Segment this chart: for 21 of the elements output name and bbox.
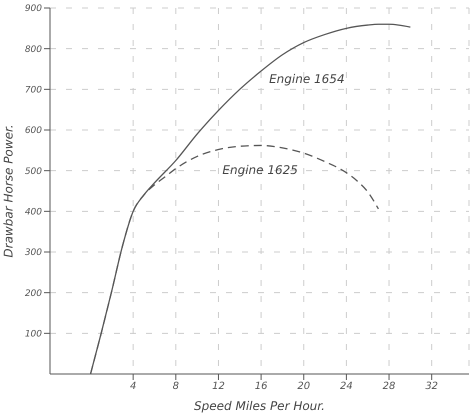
y-tick-label: 500 (24, 166, 42, 177)
x-tick-label: 32 (425, 381, 438, 392)
x-axis-title: Speed Miles Per Hour. (194, 399, 325, 413)
y-tick-label: 800 (24, 44, 42, 55)
x-tick-label: 20 (297, 381, 310, 392)
annotation: Engine 1625 (222, 162, 298, 177)
y-tick-label: 400 (24, 208, 42, 218)
x-tick-label: 24 (340, 381, 353, 392)
y-tick-label: 600 (24, 126, 42, 136)
x-tick-label: 28 (382, 381, 396, 392)
x-tick-label: 16 (254, 381, 268, 392)
y-tick-label: 200 (24, 288, 42, 299)
y-tick-label: 100 (24, 330, 42, 340)
x-tick-label: 8 (172, 381, 179, 392)
y-axis-title: Drawbar Horse Power. (1, 124, 16, 258)
y-tick-label: 900 (24, 4, 42, 14)
x-tick-label: 12 (212, 381, 225, 392)
y-tick-label: 700 (24, 86, 42, 96)
x-tick-label: 4 (130, 381, 136, 392)
y-tick-label: 300 (24, 248, 42, 258)
annotation: Engine 1654 (269, 72, 345, 86)
